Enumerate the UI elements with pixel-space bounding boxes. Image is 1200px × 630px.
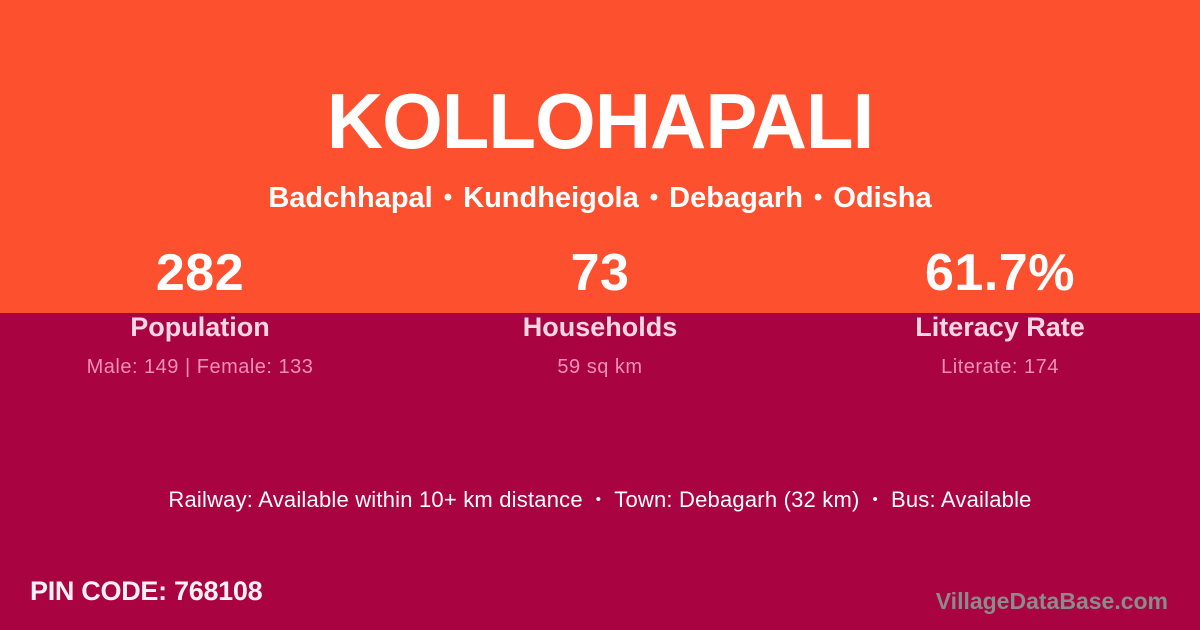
population-value: 282: [155, 244, 245, 302]
households-label: Households: [522, 312, 678, 342]
breadcrumb-district: Debagarh: [669, 182, 803, 214]
literacy-value: 61.7%: [925, 244, 1075, 302]
town-info: Town: Debagarh (32 km): [614, 487, 860, 512]
header-panel: [0, 0, 1200, 313]
bus-info: Bus: Available: [891, 487, 1032, 512]
bullet-separator: •: [595, 491, 602, 508]
literacy-detail: Literate: 174: [941, 356, 1059, 378]
stat-literacy: 61.7% Literacy Rate Literate: 174: [800, 247, 1200, 377]
stats-row: 282 Population Male: 149 | Female: 133 7…: [0, 247, 1200, 377]
amenities-line: Railway: Available within 10+ km distanc…: [0, 487, 1200, 513]
literacy-label: Literacy Rate: [915, 312, 1085, 342]
railway-info: Railway: Available within 10+ km distanc…: [168, 487, 583, 512]
breadcrumb-gram-panchayat: Kundheigola: [463, 182, 639, 214]
site-watermark: VillageDataBase.com: [935, 588, 1168, 614]
population-label: Population: [130, 312, 270, 342]
breadcrumb-block: Badchhapal: [268, 182, 433, 214]
pin-code: PIN CODE: 768108: [30, 576, 263, 606]
bullet-separator: •: [649, 184, 659, 211]
bullet-separator: •: [813, 184, 823, 211]
breadcrumb-state: Odisha: [833, 182, 932, 214]
households-value: 73: [570, 244, 630, 302]
bullet-separator: •: [443, 184, 453, 211]
stat-households: 73 Households 59 sq km: [400, 247, 800, 377]
village-title: KOLLOHAPALI: [326, 77, 875, 165]
households-detail: 59 sq km: [557, 356, 643, 378]
bullet-separator: •: [872, 491, 878, 508]
stat-population: 282 Population Male: 149 | Female: 133: [0, 247, 400, 377]
population-detail: Male: 149 | Female: 133: [86, 356, 314, 378]
breadcrumb: Badchhapal • Kundheigola • Debagarh • Odisha: [0, 182, 1200, 215]
